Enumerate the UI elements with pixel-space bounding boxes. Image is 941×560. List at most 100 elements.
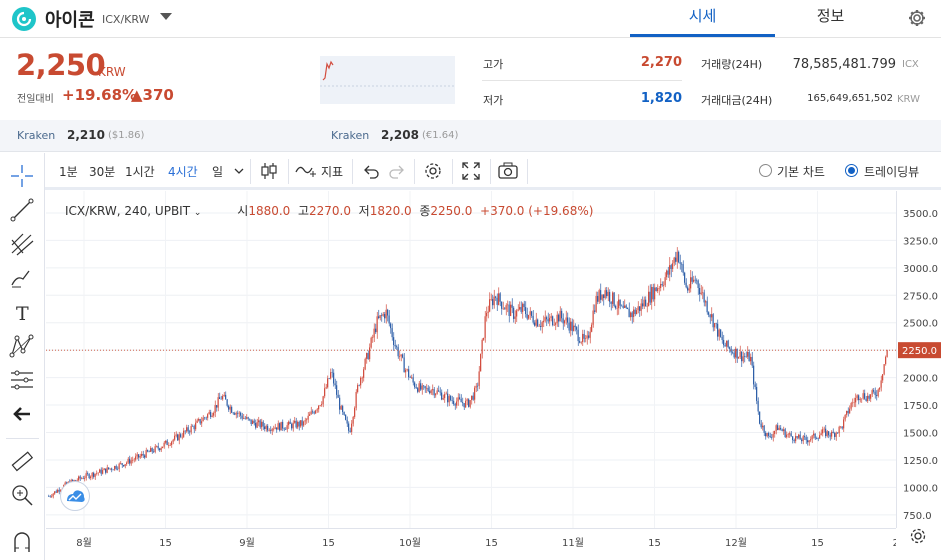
candle-body	[591, 324, 593, 332]
candle-body	[879, 387, 881, 390]
candle-body	[192, 426, 194, 427]
candle-body	[508, 304, 510, 316]
time-axis[interactable]: 8월 15 9월 15 10월 15 11월 15 12월 15 29	[46, 528, 896, 554]
candle-body	[442, 398, 444, 400]
candle-body	[385, 309, 387, 319]
radio-basic-chart[interactable]	[759, 164, 772, 177]
candle-body	[826, 431, 828, 437]
candle-body	[424, 386, 426, 389]
price-chart[interactable]	[46, 191, 896, 528]
candle-body	[175, 434, 177, 436]
candle-body	[679, 262, 681, 264]
magnet-icon[interactable]	[9, 528, 35, 554]
candle-body	[439, 391, 441, 393]
indicator-icon[interactable]	[295, 162, 317, 183]
candle-body	[334, 383, 336, 386]
chevron-down-icon[interactable]	[234, 165, 244, 179]
candle-body	[315, 410, 317, 414]
candle-body	[564, 320, 566, 324]
svg-text:T: T	[16, 303, 29, 325]
candle-body	[217, 397, 219, 408]
candle-body	[660, 283, 662, 289]
drawing-toolbar: T	[0, 153, 45, 560]
candle-body	[865, 398, 867, 402]
candle-body	[361, 377, 363, 379]
radio-tradingview[interactable]	[845, 164, 858, 177]
interval-4h[interactable]: 4시간	[168, 165, 198, 179]
gear-icon[interactable]	[908, 526, 928, 546]
tab-price[interactable]: 시세	[630, 0, 775, 37]
candle-body	[612, 292, 614, 304]
candle-body	[214, 405, 216, 413]
market-pair[interactable]: ICX/KRW	[102, 13, 150, 26]
candle-style-icon[interactable]	[259, 161, 279, 184]
fullscreen-icon[interactable]	[461, 161, 481, 184]
undo-icon[interactable]	[362, 162, 380, 183]
candle-body	[561, 310, 563, 319]
candle-body	[486, 312, 488, 317]
candle-body	[174, 435, 176, 440]
change-amount: ▲370	[131, 86, 174, 104]
candle-body	[819, 435, 821, 439]
pattern-icon[interactable]	[9, 333, 35, 359]
ruler-icon[interactable]	[9, 448, 35, 474]
chevron-down-icon[interactable]	[160, 13, 172, 20]
tab-info[interactable]: 정보	[816, 7, 845, 25]
candle-body	[165, 440, 167, 443]
text-tool-icon[interactable]: T	[9, 299, 35, 325]
candle-body	[624, 305, 626, 308]
candle-body	[103, 468, 105, 471]
candle-body	[775, 425, 777, 431]
candle-body	[544, 317, 546, 321]
price-axis[interactable]: 750.0 1000.0 1250.0 1500.0 1750.0 2000.0 2250.…	[896, 191, 941, 528]
candle-body	[451, 400, 453, 401]
symbol-label[interactable]: ICX/KRW, 240, UPBIT	[65, 204, 191, 218]
camera-icon[interactable]	[497, 161, 519, 184]
interval-day[interactable]: 일	[212, 165, 224, 179]
candle-body	[696, 280, 698, 282]
candle-body	[576, 327, 578, 330]
back-arrow-icon[interactable]	[9, 401, 35, 427]
interval-1h[interactable]: 1시간	[125, 165, 155, 179]
candle-body	[699, 287, 701, 295]
candle-body	[204, 417, 206, 419]
candle-body	[150, 448, 152, 452]
pitchfork-icon[interactable]	[9, 231, 35, 257]
candle-body	[246, 417, 248, 419]
candle-body	[526, 314, 528, 319]
candle-body	[265, 425, 267, 430]
candle-body	[249, 418, 251, 420]
candle-body	[369, 347, 371, 360]
candle-body	[784, 429, 786, 438]
measure-levels-icon[interactable]	[9, 367, 35, 393]
divider	[288, 159, 289, 184]
trend-line-icon[interactable]	[9, 197, 35, 223]
candle-body	[474, 387, 476, 400]
basic-chart-label[interactable]: 기본 차트	[777, 165, 825, 179]
candle-body	[769, 435, 771, 438]
gear-icon[interactable]	[906, 7, 928, 29]
candle-body	[349, 430, 351, 432]
top-bar: 아이콘 ICX/KRW 시세 정보	[0, 0, 941, 38]
candle-body	[343, 411, 345, 415]
interval-30m[interactable]: 30분	[89, 165, 116, 179]
candle-body	[586, 335, 588, 339]
interval-1m[interactable]: 1분	[59, 165, 78, 179]
candle-body	[72, 480, 74, 482]
tradingview-label[interactable]: 트레이딩뷰	[864, 165, 920, 179]
indicator-button[interactable]: 지표	[321, 165, 344, 179]
redo-icon[interactable]	[388, 162, 406, 183]
tradingview-logo-icon[interactable]	[60, 481, 90, 511]
candle-body	[259, 420, 261, 428]
zoom-in-icon[interactable]	[9, 482, 35, 508]
brush-icon[interactable]	[9, 265, 35, 291]
candle-body	[795, 436, 797, 442]
candle-body	[105, 468, 107, 473]
candle-body	[648, 291, 650, 306]
candle-body	[625, 305, 627, 308]
gear-icon[interactable]	[423, 161, 443, 184]
crosshair-icon[interactable]	[9, 163, 35, 189]
candle-body	[513, 307, 515, 319]
candle-body	[481, 339, 483, 354]
candle-body	[106, 467, 108, 473]
